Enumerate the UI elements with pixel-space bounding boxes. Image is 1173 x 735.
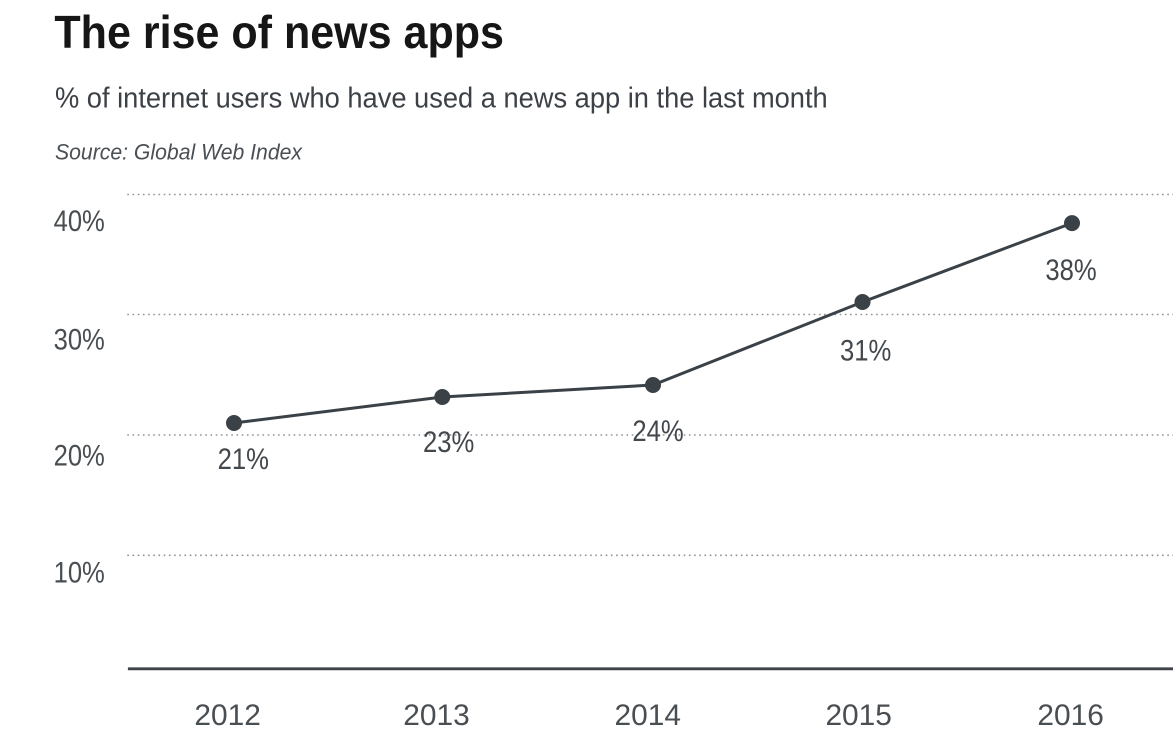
svg-text:% of internet users who have u: % of internet users who have used a news… — [55, 83, 828, 115]
svg-text:10%: 10% — [54, 556, 105, 589]
svg-text:2013: 2013 — [403, 699, 470, 732]
svg-text:30%: 30% — [54, 323, 105, 356]
svg-text:31%: 31% — [840, 335, 891, 368]
svg-text:Source: Global Web Index: Source: Global Web Index — [55, 140, 303, 165]
svg-text:23%: 23% — [423, 426, 474, 459]
svg-text:The rise of news apps: The rise of news apps — [54, 6, 504, 58]
svg-text:24%: 24% — [632, 415, 683, 448]
svg-text:2014: 2014 — [615, 699, 682, 732]
svg-text:40%: 40% — [54, 205, 105, 238]
svg-text:38%: 38% — [1045, 254, 1096, 287]
svg-text:21%: 21% — [218, 443, 269, 476]
svg-text:2016: 2016 — [1037, 699, 1104, 732]
svg-text:2012: 2012 — [194, 699, 261, 732]
svg-text:20%: 20% — [54, 440, 105, 473]
svg-text:2015: 2015 — [825, 699, 892, 732]
